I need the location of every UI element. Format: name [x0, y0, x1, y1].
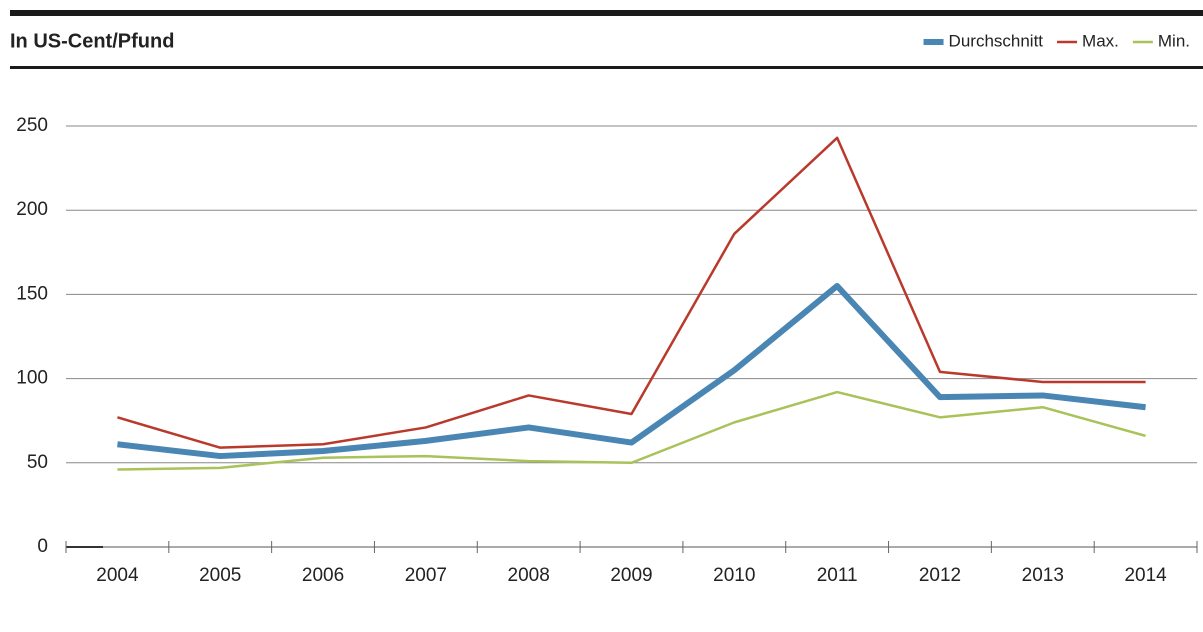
- x-tick-label: 2012: [919, 565, 961, 586]
- legend-label: Durchschnitt: [949, 31, 1044, 50]
- x-tick-label: 2010: [713, 565, 755, 586]
- x-tick-label: 2009: [610, 565, 652, 586]
- x-tick-label: 2007: [405, 565, 447, 586]
- y-tick-label: 250: [16, 115, 48, 136]
- y-tick-label: 150: [16, 283, 48, 304]
- x-tick-label: 2006: [302, 565, 344, 586]
- y-tick-label: 0: [37, 536, 48, 557]
- x-tick-label: 2011: [817, 565, 858, 586]
- chart-title: In US-Cent/Pfund: [10, 30, 174, 52]
- legend: Min. Max. Durchschnitt: [923, 31, 1190, 50]
- series-line: [117, 136, 1146, 449]
- x-tick-label: 2005: [199, 565, 241, 586]
- header-rule: [10, 66, 1203, 69]
- legend-label: Max.: [1082, 31, 1119, 50]
- legend-label: Min.: [1158, 31, 1190, 50]
- y-tick-label: 200: [16, 199, 48, 220]
- x-tick-label: 2014: [1124, 565, 1167, 586]
- series-line: [117, 390, 1146, 471]
- series-line: [117, 282, 1146, 460]
- y-tick-label: 50: [27, 452, 48, 473]
- x-tick-label: 2004: [96, 565, 139, 586]
- x-tick-label: 2013: [1022, 565, 1064, 586]
- x-tick-label: 2008: [508, 565, 550, 586]
- y-tick-label: 100: [16, 368, 48, 389]
- header-bar: [10, 10, 1203, 16]
